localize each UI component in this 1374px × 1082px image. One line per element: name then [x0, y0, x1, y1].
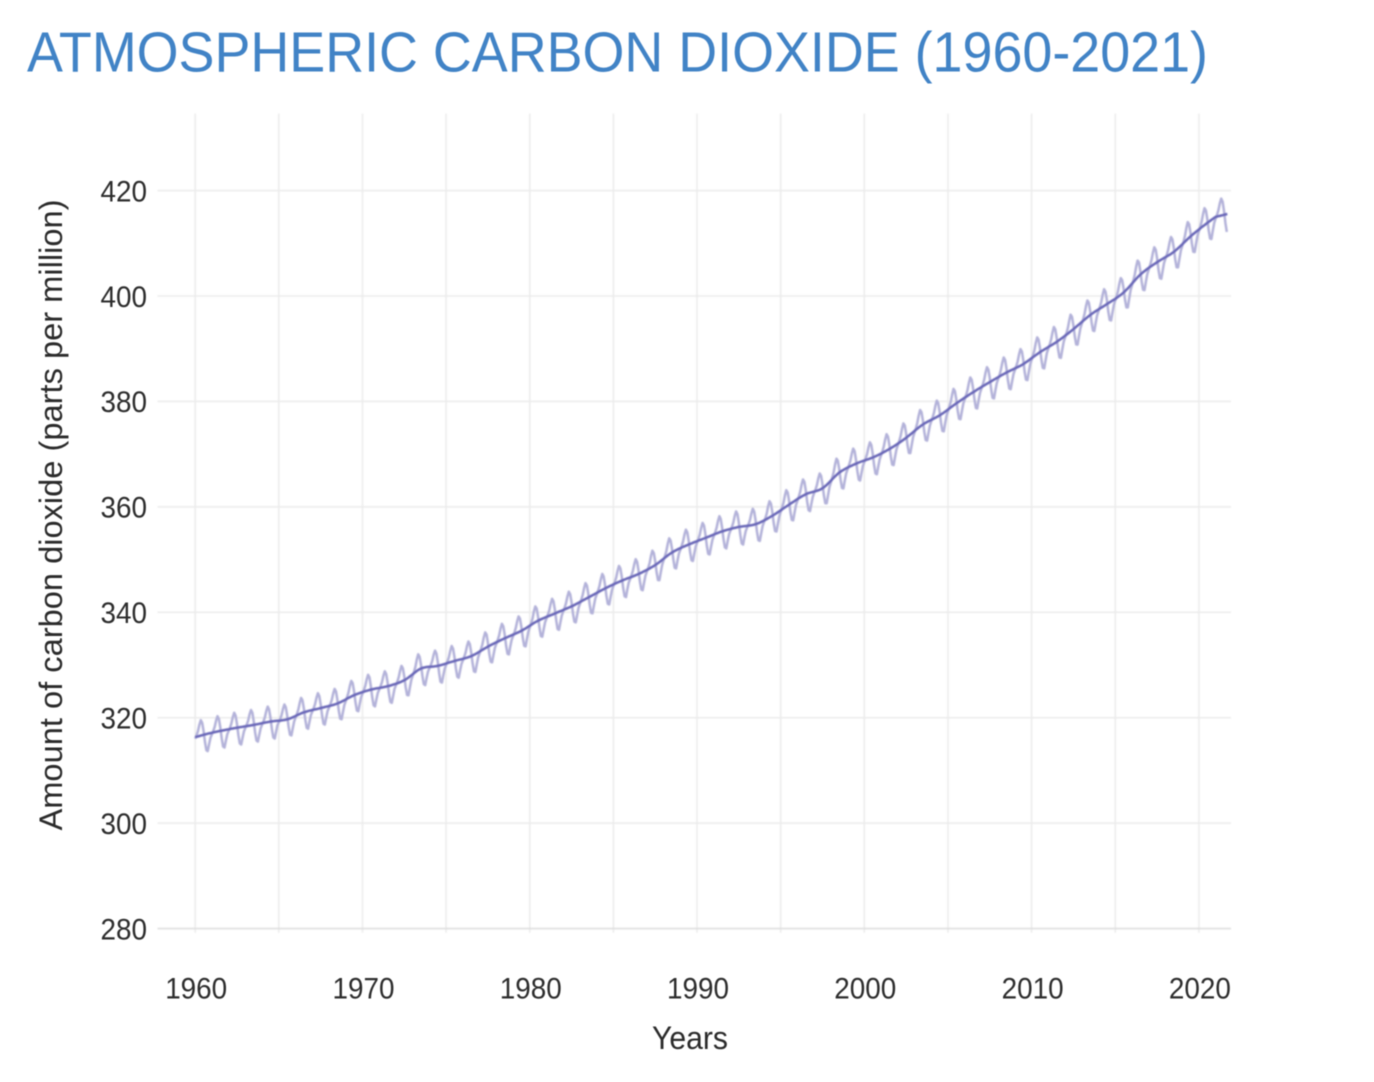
svg-text:2020: 2020	[1169, 973, 1231, 1006]
svg-text:1980: 1980	[500, 973, 562, 1006]
svg-text:2010: 2010	[1002, 973, 1064, 1006]
svg-text:Years: Years	[652, 1020, 728, 1056]
svg-text:360: 360	[101, 492, 148, 525]
svg-text:280: 280	[101, 913, 148, 946]
svg-text:400: 400	[101, 281, 148, 314]
svg-text:340: 340	[101, 597, 148, 630]
svg-text:Amount of carbon dioxide (part: Amount of carbon dioxide (parts per mill…	[33, 200, 69, 831]
svg-text:1970: 1970	[333, 973, 395, 1006]
svg-text:380: 380	[101, 386, 148, 419]
svg-text:2000: 2000	[834, 973, 896, 1006]
svg-text:300: 300	[101, 808, 148, 841]
svg-text:1960: 1960	[165, 973, 227, 1006]
svg-text:420: 420	[101, 175, 148, 208]
svg-text:ATMOSPHERIC CARBON DIOXIDE (19: ATMOSPHERIC CARBON DIOXIDE (1960-2021)	[27, 21, 1208, 85]
svg-text:320: 320	[101, 703, 148, 736]
svg-text:1990: 1990	[667, 973, 729, 1006]
